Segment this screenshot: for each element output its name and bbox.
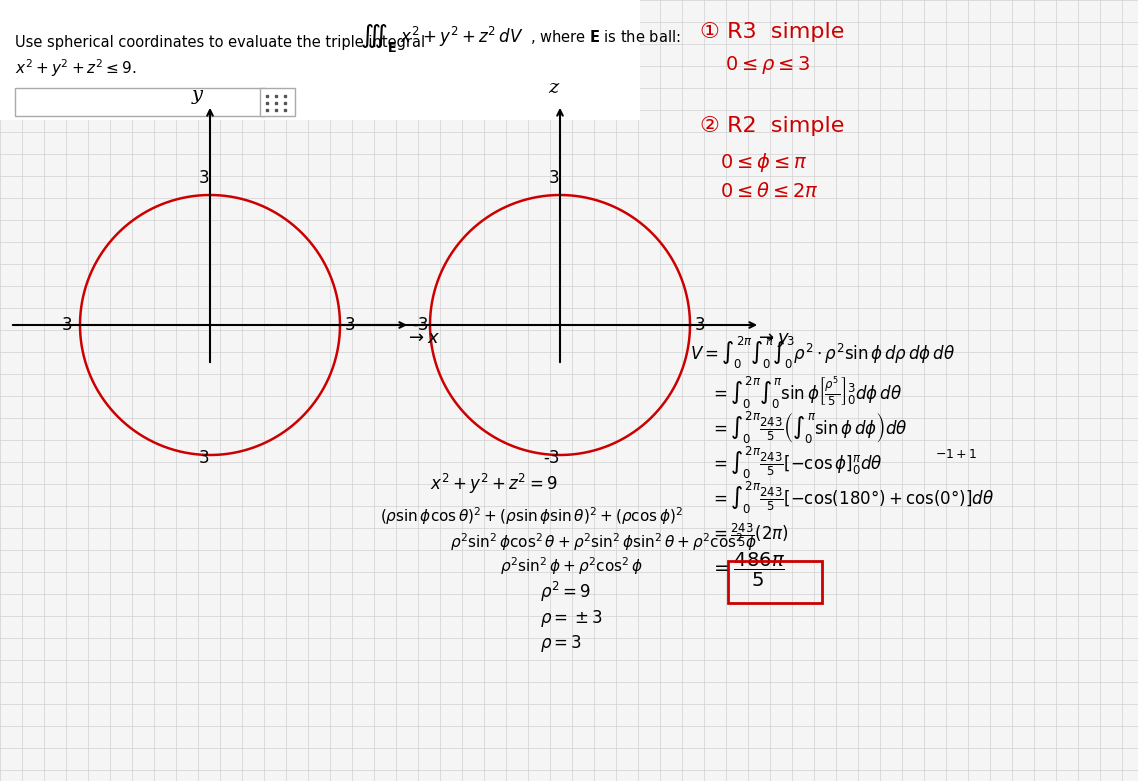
Text: $= \int_0^{2\pi} \frac{243}{5} \left[-\cos\phi\right]_0^{\pi} d\theta$: $= \int_0^{2\pi} \frac{243}{5} \left[-\c… xyxy=(710,445,883,481)
Text: $x^2 + y^2 + z^2 \leq 9.$: $x^2 + y^2 + z^2 \leq 9.$ xyxy=(15,57,137,79)
Text: 3: 3 xyxy=(345,316,355,334)
Text: ① R3  simple: ① R3 simple xyxy=(700,22,844,42)
Text: $0 \leq \phi \leq \pi$: $0 \leq \phi \leq \pi$ xyxy=(720,151,807,174)
Text: $= \int_0^{2\pi}\int_0^{\pi} \sin\phi \left[\frac{\rho^5}{5}\right]_0^{3} d\phi : $= \int_0^{2\pi}\int_0^{\pi} \sin\phi \l… xyxy=(710,375,902,411)
FancyBboxPatch shape xyxy=(15,88,265,116)
Text: $\rho = \pm 3$: $\rho = \pm 3$ xyxy=(541,608,603,629)
FancyBboxPatch shape xyxy=(259,88,295,116)
Text: 3: 3 xyxy=(695,316,706,334)
Text: $x^2 + y^2 + z^2 \, dV$: $x^2 + y^2 + z^2 \, dV$ xyxy=(399,25,523,49)
Text: -3: -3 xyxy=(544,449,560,467)
Text: 3: 3 xyxy=(199,169,209,187)
Text: $0 \leq \theta \leq 2\pi$: $0 \leq \theta \leq 2\pi$ xyxy=(720,182,818,201)
Text: -3: -3 xyxy=(412,316,429,334)
Text: Use spherical coordinates to evaluate the triple integral: Use spherical coordinates to evaluate th… xyxy=(15,34,426,49)
Text: ② R2  simple: ② R2 simple xyxy=(700,116,844,136)
Text: $x^2 + y^2 + z^2 = 9$: $x^2 + y^2 + z^2 = 9$ xyxy=(430,472,558,496)
Text: 3: 3 xyxy=(549,169,559,187)
Text: , where $\mathbf{E}$ is the ball:: , where $\mathbf{E}$ is the ball: xyxy=(530,28,681,46)
Text: $(\rho\sin\phi\cos\theta)^2 + (\rho\sin\phi\sin\theta)^2 + (\rho\cos\phi)^2$: $(\rho\sin\phi\cos\theta)^2 + (\rho\sin\… xyxy=(380,505,683,527)
Text: $\rightarrow y$: $\rightarrow y$ xyxy=(754,331,790,349)
Text: $\iiint_{\mathbf{E}}$: $\iiint_{\mathbf{E}}$ xyxy=(360,22,397,54)
Text: 3: 3 xyxy=(61,316,73,334)
Text: $V = \int_0^{2\pi}\int_0^{\pi}\int_0^{3} \rho^2 \cdot \rho^2 \sin\phi \, d\rho \: $V = \int_0^{2\pi}\int_0^{\pi}\int_0^{3}… xyxy=(690,335,955,371)
Text: y: y xyxy=(192,86,203,104)
Text: 3: 3 xyxy=(199,449,209,467)
Text: $= \dfrac{486\pi}{5}$: $= \dfrac{486\pi}{5}$ xyxy=(710,551,785,589)
Text: $0 \leq \rho \leq 3$: $0 \leq \rho \leq 3$ xyxy=(725,54,810,76)
Text: $= \frac{243}{5}(2\pi)$: $= \frac{243}{5}(2\pi)$ xyxy=(710,522,789,549)
Text: $= \int_0^{2\pi} \frac{243}{5} \left(\int_0^{\pi} \sin\phi \, d\phi\right) d\the: $= \int_0^{2\pi} \frac{243}{5} \left(\in… xyxy=(710,410,908,446)
Text: $-1 + 1$: $-1 + 1$ xyxy=(935,448,978,461)
Text: $\rightarrow x$: $\rightarrow x$ xyxy=(405,329,440,347)
Text: $\rho^2\sin^2\phi\cos^2\theta + \rho^2\sin^2\phi\sin^2\theta + \rho^2\cos^2\phi$: $\rho^2\sin^2\phi\cos^2\theta + \rho^2\s… xyxy=(450,531,757,553)
Text: $\rho^2 = 9$: $\rho^2 = 9$ xyxy=(541,580,591,604)
FancyBboxPatch shape xyxy=(0,0,640,120)
Text: $\rho^2\sin^2\phi + \rho^2\cos^2\phi$: $\rho^2\sin^2\phi + \rho^2\cos^2\phi$ xyxy=(500,555,643,577)
Text: $\rho = 3$: $\rho = 3$ xyxy=(541,633,583,654)
Text: $= \int_0^{2\pi} \frac{243}{5} \left[-\cos(180°) + \cos(0°)\right] d\theta$: $= \int_0^{2\pi} \frac{243}{5} \left[-\c… xyxy=(710,480,995,516)
Text: z: z xyxy=(549,79,559,97)
